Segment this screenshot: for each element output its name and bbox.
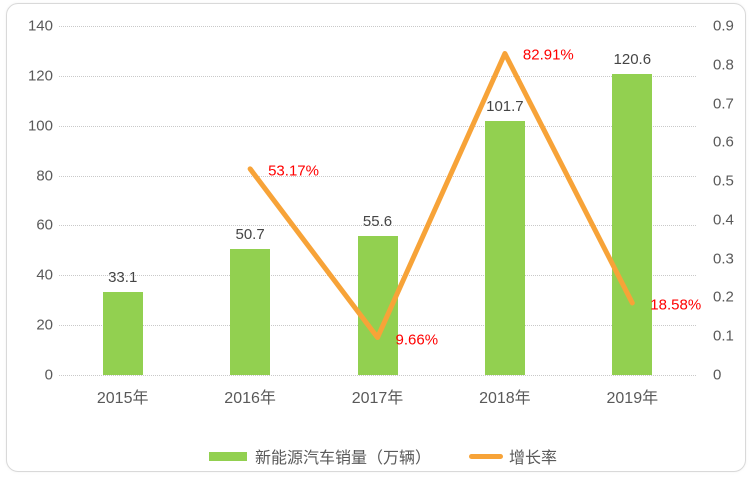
right-axis-tick: 0.9 xyxy=(713,17,734,35)
left-axis-tick: 120 xyxy=(27,67,53,85)
left-axis-tick: 20 xyxy=(36,316,53,334)
bar-value-label: 120.6 xyxy=(613,51,652,69)
bar-2018年 xyxy=(484,121,525,375)
left-axis-tick: 60 xyxy=(36,216,53,234)
x-axis-label: 2017年 xyxy=(351,390,404,407)
right-axis-tick: 0.6 xyxy=(713,133,734,151)
x-axis-label: 2016年 xyxy=(224,390,276,407)
legend: 新能源汽车销量（万辆） 增长率 xyxy=(7,444,752,468)
bar-value-label: 33.1 xyxy=(108,269,138,287)
chart-frame: 0 20 40 60 80 100 120 140 0 0.1 0.2 0.3 0.4 0.5 0.6 0.… xyxy=(6,3,746,472)
right-axis-tick: 0.2 xyxy=(713,288,734,306)
right-axis-tick: 0.1 xyxy=(713,327,734,345)
legend-bar-label: 新能源汽车销量（万辆） xyxy=(254,450,431,467)
bar-value-label: 50.7 xyxy=(235,225,265,243)
gridline xyxy=(59,125,696,127)
gridline xyxy=(59,375,696,376)
x-axis-label: 2015年 xyxy=(96,390,149,407)
right-axis-tick: 0.7 xyxy=(713,95,734,113)
right-axis-tick: 0.8 xyxy=(713,56,734,74)
legend-item-growth: 增长率 xyxy=(441,444,557,468)
right-axis-tick: 0.5 xyxy=(713,172,734,190)
line-value-label: 9.66% xyxy=(395,331,439,349)
left-axis-tick: 80 xyxy=(36,167,53,185)
legend-line-label: 增长率 xyxy=(509,450,558,467)
right-axis-tick: 0 xyxy=(713,366,722,384)
gridline xyxy=(59,75,696,77)
legend-bar-swatch-icon xyxy=(208,451,247,461)
left-axis-tick: 100 xyxy=(27,117,53,135)
right-axis-tick: 0.3 xyxy=(713,250,734,268)
bar-2019年 xyxy=(612,74,653,375)
bar-value-label: 55.6 xyxy=(362,213,393,231)
bar-2016年 xyxy=(230,248,271,375)
left-axis-tick: 140 xyxy=(27,17,53,35)
left-axis-tick: 40 xyxy=(36,266,53,284)
line-value-label: 82.91% xyxy=(522,46,574,64)
bar-2017年 xyxy=(357,236,398,375)
x-axis-label: 2019年 xyxy=(606,390,659,407)
legend-item-sales: 新能源汽车销量（万辆） xyxy=(208,444,431,468)
left-axis-tick: 0 xyxy=(44,366,53,384)
line-value-label: 18.58% xyxy=(650,296,702,314)
x-axis-label: 2018年 xyxy=(479,390,531,407)
bar-value-label: 101.7 xyxy=(486,98,524,116)
legend-line-swatch-icon xyxy=(469,453,503,459)
bar-2015年 xyxy=(102,292,143,375)
gridline xyxy=(59,175,696,177)
right-axis-tick: 0.4 xyxy=(713,211,734,229)
growth-rate-line xyxy=(247,50,635,341)
gridline xyxy=(59,26,696,27)
line-value-label: 53.17% xyxy=(268,162,319,180)
